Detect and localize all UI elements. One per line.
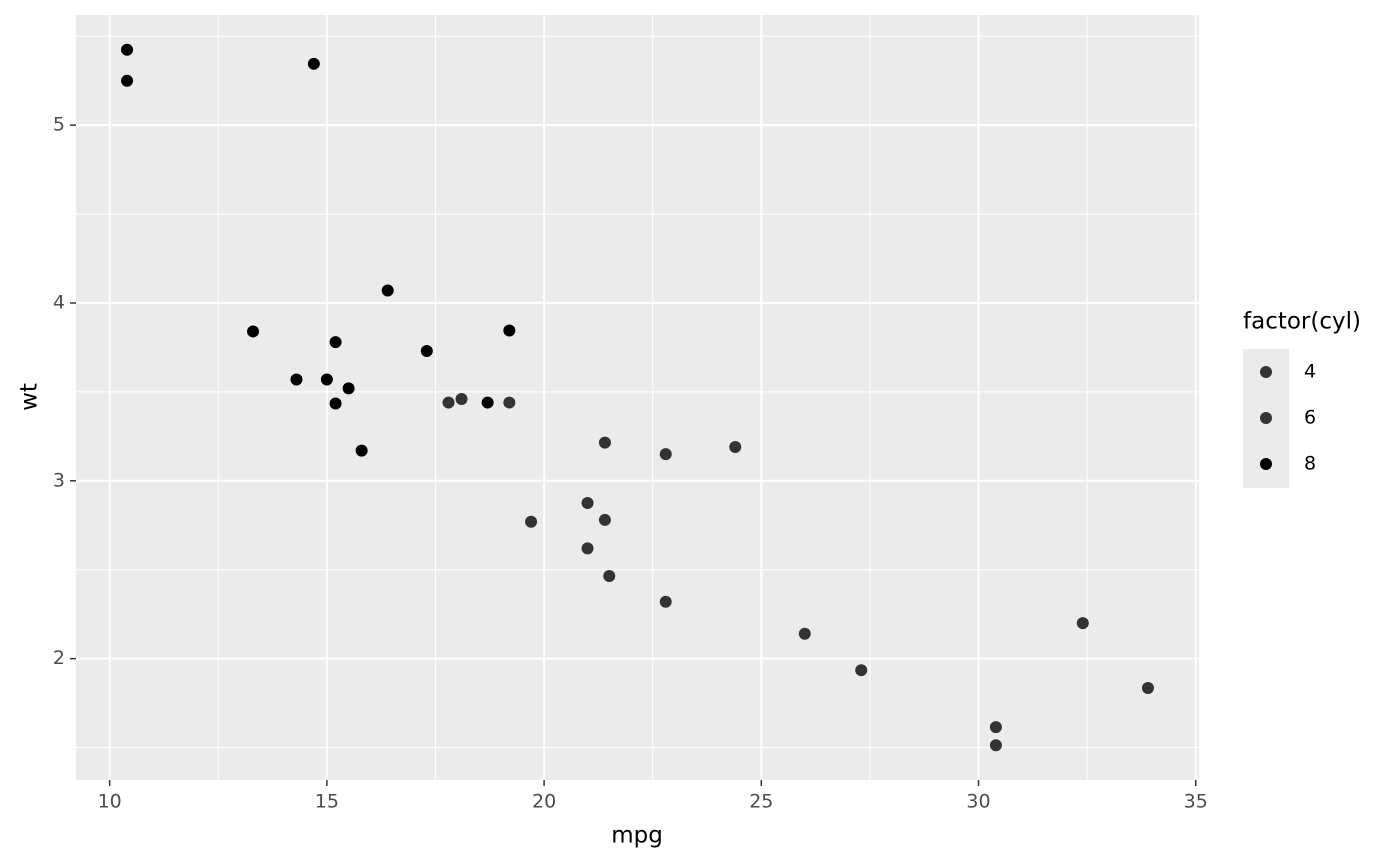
legend-key: [1260, 458, 1272, 470]
point: [355, 444, 368, 457]
x-tick-label: 35: [1184, 791, 1208, 813]
point: [598, 513, 611, 526]
point: [989, 739, 1002, 752]
y-tick-label: 5: [53, 114, 65, 136]
x-tick-label: 30: [966, 791, 990, 813]
point: [581, 542, 594, 555]
point: [1141, 681, 1154, 694]
y-axis-title: wt: [17, 383, 43, 411]
point: [603, 569, 616, 582]
point: [598, 436, 611, 449]
legend-label: 4: [1304, 361, 1316, 383]
point: [581, 497, 594, 510]
y-tick-label: 3: [53, 469, 65, 491]
y-tick-label: 2: [53, 647, 65, 669]
x-axis-title: mpg: [611, 823, 663, 849]
x-tick-label: 20: [532, 791, 556, 813]
point: [307, 57, 320, 70]
point: [121, 43, 134, 56]
point: [855, 664, 868, 677]
point: [989, 721, 1002, 734]
point: [481, 396, 494, 409]
legend-label: 8: [1304, 453, 1316, 475]
point: [659, 448, 672, 461]
point: [342, 382, 355, 395]
point: [320, 373, 333, 386]
point: [442, 396, 455, 409]
legend-title: factor(cyl): [1243, 309, 1361, 335]
y-tick-label: 4: [53, 291, 65, 313]
legend-key: [1260, 412, 1272, 424]
x-tick-label: 25: [749, 791, 773, 813]
panel: [76, 15, 1199, 780]
point: [121, 74, 134, 87]
x-tick-label: 15: [315, 791, 339, 813]
point: [729, 441, 742, 454]
point: [329, 336, 342, 349]
grid: [76, 15, 1199, 780]
point: [503, 396, 516, 409]
point: [1076, 617, 1089, 630]
point: [381, 284, 394, 297]
point: [503, 324, 516, 337]
legend-key: [1260, 366, 1272, 378]
point: [798, 627, 811, 640]
point: [659, 595, 672, 608]
point: [525, 515, 538, 528]
point: [455, 393, 468, 406]
point: [247, 325, 260, 338]
point: [329, 397, 342, 410]
point: [290, 373, 303, 386]
point: [420, 344, 433, 357]
points: [121, 43, 1154, 752]
legend-label: 6: [1304, 407, 1316, 429]
x-tick-label: 10: [98, 791, 122, 813]
